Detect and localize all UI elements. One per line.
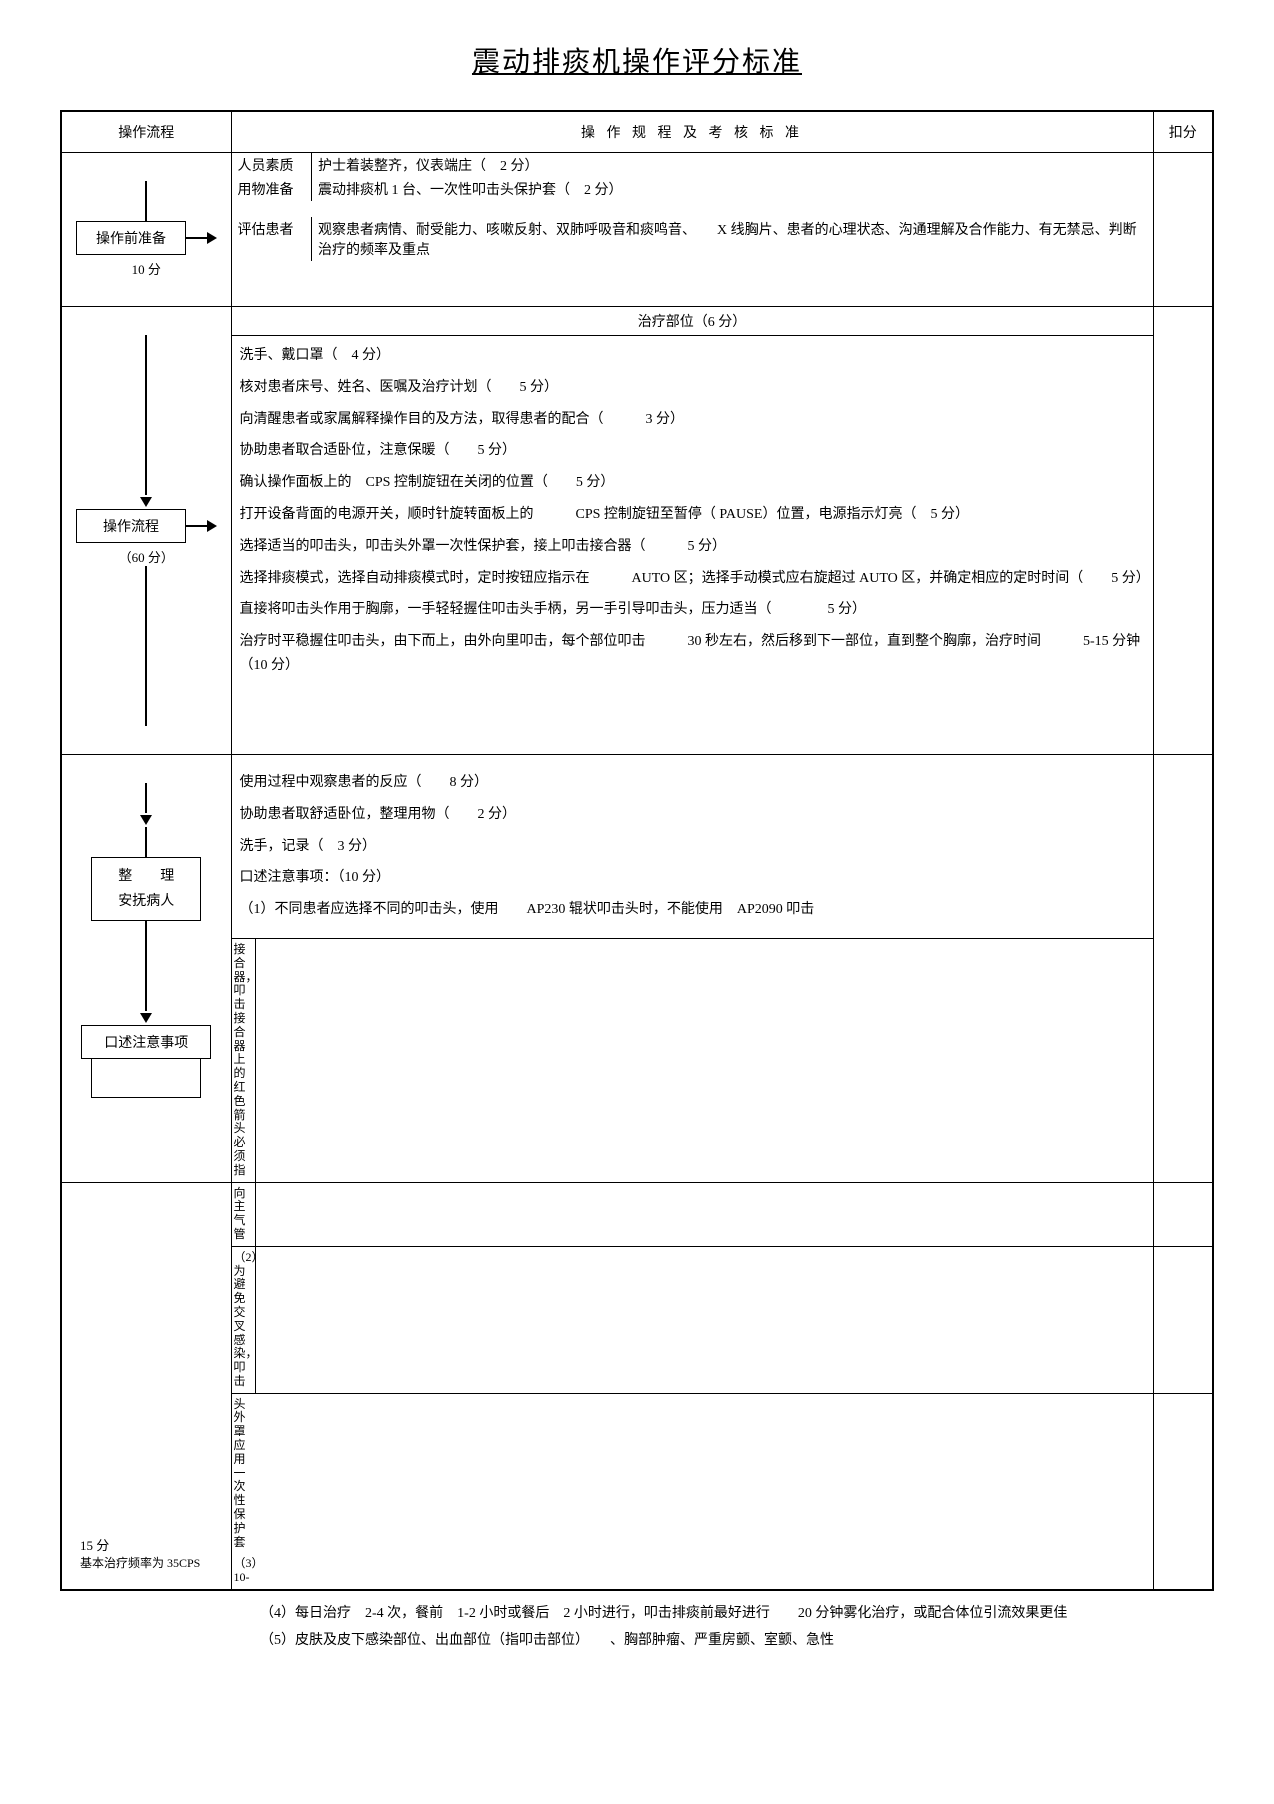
arrow-right-icon [207, 232, 217, 244]
tidy-line1: 整 理 [102, 864, 190, 889]
col-header-standard: 操 作 规 程 及 考 核 标 准 [231, 111, 1153, 153]
arrow-down-icon [140, 1013, 152, 1023]
proc-line: 核对患者床号、姓名、医嘱及治疗计划（ 5 分） [240, 376, 1145, 400]
proc-line: 选择适当的叩击头，叩击头外罩一次性保护套，接上叩击接合器（ 5 分） [240, 535, 1145, 559]
prep-label-1: 人员素质 [232, 153, 312, 177]
header-row: 操作流程 操 作 规 程 及 考 核 标 准 扣分 [61, 111, 1213, 153]
flow-box-tidy: 整 理 安抚病人 [91, 857, 201, 921]
col-header-score: 扣分 [1153, 111, 1213, 153]
tidy-line: 洗手，记录（ 3 分） [240, 835, 1145, 859]
below1: 头外罩应用一次性保护套 [232, 1394, 256, 1554]
proc-line: 向清醒患者或家属解释操作目的及方法，取得患者的配合（ 3 分） [240, 408, 1145, 432]
treat-label: 治疗部位（6 分） [232, 307, 1153, 336]
arrow-down-icon [140, 815, 152, 825]
row-prep: 操作前准备 10 分 人员素质 护士着装整齐，仪表端庄（ 2 分） 用物准备 震… [61, 153, 1213, 307]
prep-text-2: 震动排痰机 1 台、一次性叩击头保护套（ 2 分） [312, 177, 1153, 201]
vert-text-3: （2）为避免交叉感染，叩击 [232, 1247, 256, 1393]
proc-line: 确认操作面板上的 CPS 控制旋钮在关闭的位置（ 5 分） [240, 471, 1145, 495]
row-below: 头外罩应用一次性保护套 （3）10- [61, 1393, 1213, 1590]
arrow-right-icon [207, 520, 217, 532]
arrow-down-icon [140, 497, 152, 507]
proc-line: 协助患者取合适卧位，注意保暖（ 5 分） [240, 439, 1145, 463]
row-procedure: 操作流程 （60 分） 治疗部位（6 分） 洗手、戴口罩（ 4 分） 核对患者床号… [61, 307, 1213, 755]
tidy-line: 口述注意事项：（10 分） [240, 866, 1145, 890]
flow-box-proc: 操作流程 [76, 509, 186, 543]
row-vert3: （2）为避免交叉感染，叩击 [61, 1246, 1213, 1393]
flow-bottom1: 15 分 [80, 1535, 213, 1554]
rubric-table: 操作流程 操 作 规 程 及 考 核 标 准 扣分 操作前准备 10 分 [60, 110, 1214, 1591]
tidy-line2: 安抚病人 [102, 889, 190, 914]
flow-box-prep: 操作前准备 [76, 221, 186, 255]
vert-text-2: 向主气管 [232, 1183, 256, 1246]
empty-box [91, 1058, 201, 1098]
flow-proc-score: （60 分） [119, 547, 174, 566]
vert-text-1: 接合器，叩击接合器上的红色箭头必须指 [232, 939, 256, 1182]
tidy-line: 协助患者取舒适卧位，整理用物（ 2 分） [240, 803, 1145, 827]
proc-line: 打开设备背面的电源开关，顺时针旋转面板上的 CPS 控制旋钮至暂停（ PAUSE… [240, 503, 1145, 527]
proc-line: 选择排痰模式，选择自动排痰模式时，定时按钮应指示在 AUTO 区；选择手动模式应… [240, 567, 1145, 591]
col-header-flow: 操作流程 [61, 111, 231, 153]
proc-line: 洗手、戴口罩（ 4 分） [240, 344, 1145, 368]
prep-text-3: 观察患者病情、耐受能力、咳嗽反射、双肺呼吸音和痰鸣音、 X 线胸片、患者的心理状… [312, 217, 1153, 261]
flow-box-notes: 口述注意事项 [81, 1025, 211, 1059]
page-title: 震动排痰机操作评分标准 [60, 40, 1214, 80]
flow-prep-score: 10 分 [132, 259, 161, 278]
flow-bottom2: 基本治疗频率为 35CPS [80, 1554, 213, 1571]
prep-label-2: 用物准备 [232, 177, 312, 201]
row-tidy: 整 理 安抚病人 口述注意事项 使用过程中观察患者的反应（ 8 分） 协助患者取舒… [61, 755, 1213, 1183]
below2: （3）10- [232, 1553, 256, 1589]
prep-label-3: 评估患者 [232, 217, 312, 261]
row-vert2: 15 分 基本治疗频率为 35CPS 向主气管 [61, 1182, 1213, 1246]
bottom-line: （4）每日治疗 2-4 次，餐前 1-2 小时或餐后 2 小时进行，叩击排痰前最… [260, 1601, 1184, 1628]
tidy-line: （1）不同患者应选择不同的叩击头，使用 AP230 辊状叩击头时，不能使用 AP… [240, 898, 1145, 922]
bottom-line: （5）皮肤及皮下感染部位、出血部位（指叩击部位） 、胸部肿瘤、严重房颤、室颤、急… [260, 1628, 1184, 1655]
prep-text-1: 护士着装整齐，仪表端庄（ 2 分） [312, 153, 1153, 177]
tidy-line: 使用过程中观察患者的反应（ 8 分） [240, 771, 1145, 795]
proc-line: 直接将叩击头作用于胸廓，一手轻轻握住叩击头手柄，另一手引导叩击头，压力适当（ 5… [240, 598, 1145, 622]
proc-line: 治疗时平稳握住叩击头，由下而上，由外向里叩击，每个部位叩击 30 秒左右，然后移… [240, 630, 1145, 678]
